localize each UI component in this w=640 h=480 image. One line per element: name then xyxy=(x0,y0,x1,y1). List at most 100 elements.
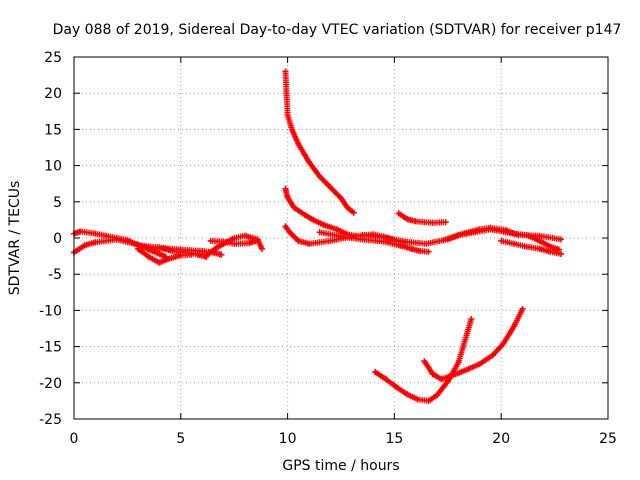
x-tick-label: 20 xyxy=(492,431,510,447)
data-point xyxy=(519,305,526,312)
data-point xyxy=(511,240,518,247)
data-point xyxy=(135,242,142,249)
data-point xyxy=(305,240,312,247)
data-point xyxy=(282,185,289,192)
series-arc-high xyxy=(282,68,357,216)
data-point xyxy=(404,391,411,398)
data-point xyxy=(156,250,163,257)
data-point xyxy=(246,240,253,247)
y-axis-ticks: 25 20 15 10 5 0 -5 -10 -15 -20 -25 xyxy=(39,50,608,428)
data-point xyxy=(434,392,441,399)
data-point xyxy=(382,376,389,383)
data-point xyxy=(511,230,518,237)
data-point xyxy=(442,219,449,226)
data-point xyxy=(359,232,366,239)
data-point xyxy=(350,209,357,216)
data-point xyxy=(404,216,411,223)
data-point xyxy=(536,232,543,239)
data-point xyxy=(177,246,184,253)
data-point xyxy=(372,368,379,375)
series-markers xyxy=(421,306,526,383)
data-point xyxy=(417,248,424,255)
series-arc-center-b xyxy=(316,229,432,255)
data-point xyxy=(241,232,248,239)
x-tick-label: 0 xyxy=(70,431,79,447)
data-point xyxy=(333,226,340,233)
data-point xyxy=(295,237,302,244)
y-tick-label: 15 xyxy=(44,122,62,138)
data-point xyxy=(395,210,402,217)
data-point xyxy=(145,253,152,260)
data-point xyxy=(327,237,334,244)
data-point xyxy=(338,233,344,240)
y-axis-label: SDTVAR / TECUs xyxy=(7,181,23,296)
data-point xyxy=(461,367,468,374)
data-point xyxy=(438,376,445,383)
data-point xyxy=(523,243,530,250)
data-point xyxy=(301,211,308,218)
data-point xyxy=(502,227,509,234)
data-point xyxy=(487,224,494,231)
data-point xyxy=(320,221,327,228)
data-point xyxy=(284,111,291,118)
x-tick-label: 5 xyxy=(176,431,185,447)
data-point xyxy=(558,236,565,243)
data-point xyxy=(425,248,432,255)
data-point xyxy=(523,232,530,239)
data-point xyxy=(476,360,483,367)
y-tick-label: 0 xyxy=(53,231,62,247)
data-point xyxy=(288,126,295,133)
data-point xyxy=(77,228,84,235)
data-point xyxy=(295,140,302,147)
data-point xyxy=(511,323,518,330)
data-point xyxy=(282,223,289,230)
data-point xyxy=(547,248,554,255)
data-point xyxy=(423,240,430,247)
series-arc-short-upper xyxy=(395,210,449,226)
y-tick-label: 25 xyxy=(44,50,62,66)
data-point xyxy=(291,204,298,211)
y-tick-label: -5 xyxy=(48,267,62,283)
series-markers xyxy=(511,230,562,253)
data-point xyxy=(231,240,238,247)
x-tick-label: 25 xyxy=(599,431,617,447)
y-tick-label: -25 xyxy=(39,412,62,428)
data-point xyxy=(421,358,428,365)
data-point xyxy=(455,359,462,366)
data-point xyxy=(286,229,293,236)
data-point xyxy=(489,352,496,359)
data-point xyxy=(444,236,451,243)
series-arc-late-b xyxy=(498,237,565,257)
data-point xyxy=(282,68,289,75)
data-point xyxy=(316,229,323,236)
x-tick-label: 15 xyxy=(385,431,403,447)
series-arc-mid-b xyxy=(207,237,259,247)
data-point xyxy=(468,316,475,323)
series-markers xyxy=(395,210,449,226)
data-point xyxy=(310,216,317,223)
data-point xyxy=(536,237,543,244)
data-point xyxy=(156,259,163,266)
x-axis-label: GPS time / hours xyxy=(282,458,399,474)
y-tick-label: 10 xyxy=(44,159,62,175)
data-point xyxy=(252,237,259,244)
series-arc-late-a xyxy=(444,224,522,243)
plot-frame xyxy=(73,56,609,420)
data-point xyxy=(558,250,565,257)
x-axis-ticks: 0 5 10 15 20 25 xyxy=(70,57,617,447)
data-point xyxy=(429,219,436,226)
data-point xyxy=(283,90,290,97)
data-point xyxy=(231,235,238,241)
y-tick-label: -15 xyxy=(39,340,62,356)
data-point xyxy=(414,396,421,403)
data-point xyxy=(81,242,88,249)
data-point xyxy=(207,237,214,244)
data-point xyxy=(124,237,131,244)
data-point xyxy=(402,238,409,245)
data-point xyxy=(160,245,167,252)
series-arc-early-c xyxy=(135,245,195,266)
data-point xyxy=(500,340,507,347)
series-arc-low xyxy=(372,316,475,404)
data-point xyxy=(301,151,308,158)
